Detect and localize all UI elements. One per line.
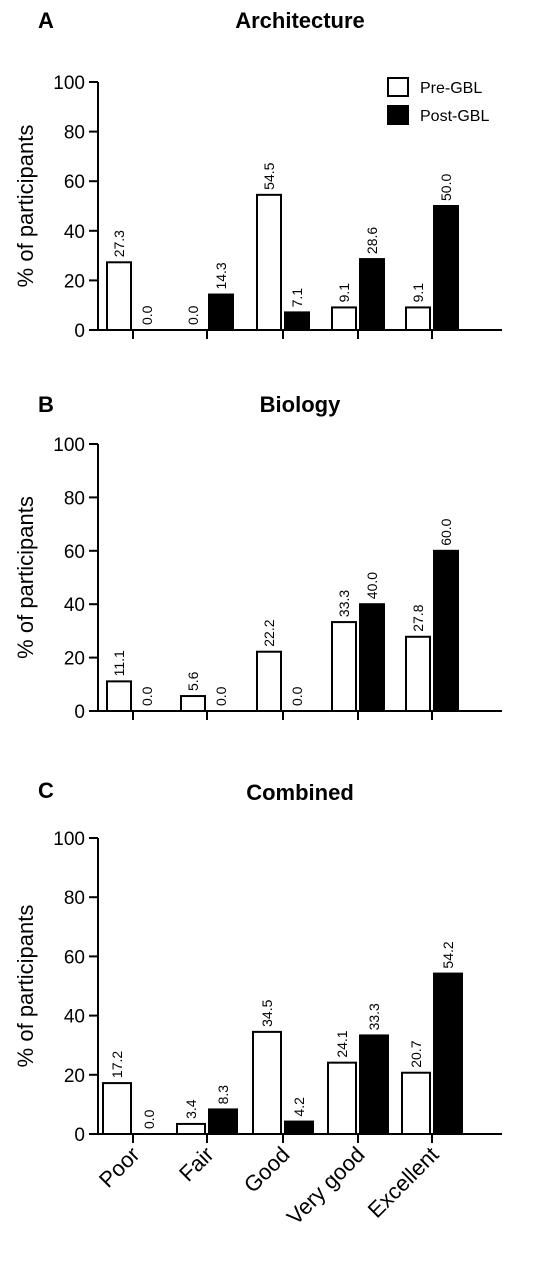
data-label: 54.5	[261, 162, 277, 189]
y-axis-title: % of participants	[13, 496, 38, 659]
y-tick-label: 20	[64, 649, 85, 670]
data-label: 8.3	[215, 1085, 231, 1105]
data-label: 60.0	[438, 518, 454, 545]
y-tick-label: 0	[74, 321, 85, 342]
y-tick-label: 40	[64, 222, 85, 243]
bar-post	[359, 1034, 389, 1136]
bar-pre	[180, 695, 206, 712]
data-label: 50.0	[438, 174, 454, 201]
y-tick-label: 80	[64, 488, 85, 509]
y-axis-title: % of participants	[13, 905, 38, 1068]
y-tick-label: 60	[64, 542, 85, 563]
data-label: 11.1	[111, 650, 127, 676]
data-label: 28.6	[364, 227, 380, 254]
data-label: 0.0	[141, 1109, 157, 1129]
bar-pre	[405, 635, 431, 712]
data-label: 0.0	[289, 686, 305, 706]
y-tick-label: 100	[53, 829, 85, 850]
bar-pre	[106, 680, 132, 712]
data-label: 7.1	[289, 288, 305, 308]
bar-post	[433, 205, 459, 331]
data-label: 33.3	[366, 1003, 382, 1030]
panel-title: Biology	[260, 392, 341, 417]
y-tick-label: 60	[64, 947, 85, 968]
y-tick-label: 0	[74, 1125, 85, 1146]
bar-pre	[405, 306, 431, 332]
panel-biology: B Biology % of participants 0 20 40 60 80 100 11.…	[13, 392, 502, 723]
y-tick-label: 20	[64, 1066, 85, 1087]
data-label: 9.1	[336, 283, 352, 303]
y-tick-label: 100	[53, 73, 85, 94]
panel-letter: C	[38, 778, 54, 803]
panel-letter: A	[38, 8, 54, 33]
data-label: 54.2	[440, 941, 456, 968]
bar-post	[359, 603, 385, 713]
data-label: 22.2	[261, 619, 277, 646]
data-label: 34.5	[259, 999, 275, 1026]
legend-swatch-pre	[387, 77, 409, 97]
panel-letter: B	[38, 392, 54, 417]
y-tick-label: 80	[64, 888, 85, 909]
panel-architecture: A Architecture % of participants 0 20 40 60 80 1…	[13, 8, 502, 342]
bar-pre	[256, 650, 282, 713]
data-label: 27.8	[410, 604, 426, 631]
bar-pre	[176, 1122, 206, 1136]
bar-post	[208, 1108, 238, 1136]
legend: Pre-GBL Post-GBL	[387, 77, 489, 125]
panel-title: Combined	[246, 780, 354, 805]
data-label: 3.4	[183, 1099, 199, 1119]
y-tick-label: 100	[53, 435, 85, 456]
category-label: Poor	[94, 1142, 145, 1193]
data-label: 0.0	[185, 305, 201, 325]
bar-post	[433, 549, 459, 712]
legend-label-post: Post-GBL	[420, 108, 489, 125]
bar-pre	[252, 1030, 282, 1136]
data-label: 24.1	[334, 1030, 350, 1057]
data-label: 9.1	[410, 283, 426, 303]
bar-post	[284, 1120, 314, 1135]
category-label: Very good	[282, 1142, 370, 1230]
bar-post	[433, 972, 463, 1135]
y-tick-label: 40	[64, 595, 85, 616]
category-label: Good	[239, 1142, 295, 1198]
y-tick-label: 60	[64, 172, 85, 193]
data-label: 33.3	[336, 590, 352, 617]
data-label: 5.6	[185, 671, 201, 691]
panel-combined: C Combined % of participants 0 20 40 60 80 100 17…	[13, 778, 502, 1230]
category-label: Excellent	[363, 1142, 444, 1223]
bar-post	[208, 293, 234, 332]
bar-pre	[327, 1061, 357, 1135]
data-label: 27.3	[111, 230, 127, 257]
bar-pre	[106, 261, 132, 331]
bar-pre	[331, 306, 357, 332]
data-label: 17.2	[109, 1051, 125, 1078]
y-tick-label: 20	[64, 271, 85, 292]
data-label: 20.7	[408, 1040, 424, 1067]
bar-post	[284, 311, 310, 331]
data-label: 0.0	[213, 686, 229, 706]
data-label: 14.3	[213, 262, 229, 289]
data-label: 0.0	[139, 686, 155, 706]
data-label: 40.0	[364, 572, 380, 599]
y-axis-title: % of participants	[13, 125, 38, 288]
bar-pre	[102, 1082, 132, 1136]
data-label: 0.0	[139, 305, 155, 325]
panel-title: Architecture	[235, 8, 365, 33]
bar-pre	[256, 193, 282, 331]
y-tick-label: 40	[64, 1007, 85, 1028]
bar-pre	[331, 621, 357, 712]
category-label: Fair	[174, 1142, 218, 1186]
legend-label-pre: Pre-GBL	[420, 80, 482, 97]
y-tick-label: 0	[74, 702, 85, 723]
y-tick-label: 80	[64, 123, 85, 144]
data-label: 4.2	[291, 1097, 307, 1117]
bar-post	[359, 258, 385, 331]
bar-pre	[401, 1071, 431, 1136]
legend-swatch-post	[387, 105, 409, 125]
